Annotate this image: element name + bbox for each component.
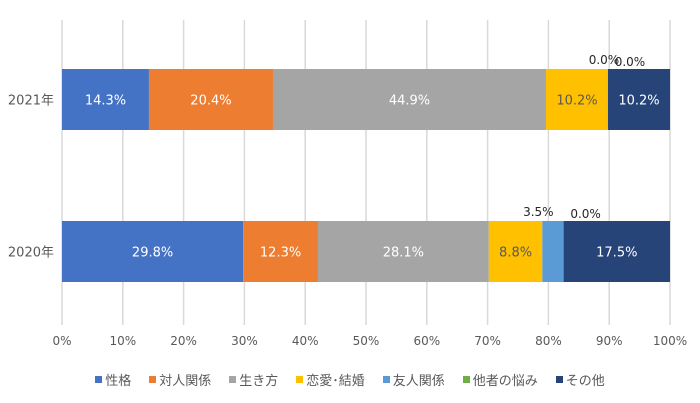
legend-swatch xyxy=(149,376,157,383)
legend-label: 恋愛･結婚 xyxy=(306,374,365,389)
bar-segment xyxy=(545,69,608,130)
legend-swatch xyxy=(462,376,470,383)
bar-segment xyxy=(62,221,244,282)
bar-segment xyxy=(607,69,670,130)
x-tick-label: 40% xyxy=(292,334,319,348)
data-label: 8.8% xyxy=(499,246,532,261)
x-tick-label: 20% xyxy=(170,334,197,348)
plot-area: 0% 10% 20% 30% 40% 50% 60% 70% 80% 90% 100% 2021年 14… xyxy=(8,20,687,348)
data-label: 20.4% xyxy=(190,94,231,109)
legend-item: 他者の悩み xyxy=(462,370,538,389)
data-label: 0.0% xyxy=(589,53,620,67)
legend-label: 生き方 xyxy=(239,374,279,389)
data-label: 29.8% xyxy=(132,246,173,261)
legend-label: その他 xyxy=(565,374,605,389)
x-tick-label: 10% xyxy=(109,334,136,348)
data-label: 44.9% xyxy=(389,94,430,109)
bar-segment xyxy=(243,221,318,282)
legend: 性格 対人関係 生き方 恋愛･結婚 友人関係 他者の悩み その他 xyxy=(0,370,700,389)
bar-segment xyxy=(488,221,543,282)
data-label: 0.0% xyxy=(615,55,646,69)
data-label: 17.5% xyxy=(596,246,637,261)
legend-item: その他 xyxy=(555,370,605,389)
bar-segment xyxy=(563,221,670,282)
data-label: 10.2% xyxy=(618,94,659,109)
legend-swatch xyxy=(555,376,563,383)
legend-item: 生き方 xyxy=(229,370,278,389)
legend-label: 友人関係 xyxy=(392,374,445,389)
data-label: 3.5% xyxy=(523,205,554,219)
legend-swatch xyxy=(95,376,103,383)
x-tick-label: 50% xyxy=(353,334,380,348)
legend-item: 恋愛･結婚 xyxy=(296,370,365,389)
bar-segment xyxy=(317,221,489,282)
legend-swatch xyxy=(229,376,237,383)
x-tick-label: 80% xyxy=(535,334,562,348)
bar-segment xyxy=(542,221,564,282)
x-tick-label: 90% xyxy=(596,334,623,348)
bar-segment xyxy=(62,69,149,130)
legend-swatch xyxy=(296,376,304,383)
data-label: 0.0% xyxy=(570,207,601,221)
legend-item: 対人関係 xyxy=(149,370,211,389)
legend-label: 性格 xyxy=(105,374,132,389)
y-category-label: 2020年 xyxy=(8,246,54,261)
x-tick-label: 0% xyxy=(52,334,71,348)
legend-label: 対人関係 xyxy=(159,374,212,389)
data-label: 12.3% xyxy=(260,246,301,261)
data-label: 10.2% xyxy=(556,94,597,109)
data-label: 14.3% xyxy=(85,94,126,109)
y-category-label: 2021年 xyxy=(8,94,54,109)
legend-item: 性格 xyxy=(95,370,131,389)
bar-segment xyxy=(272,69,546,130)
legend-swatch xyxy=(382,376,390,383)
x-tick-label: 70% xyxy=(474,334,501,348)
x-tick-label: 100% xyxy=(653,334,687,348)
x-tick-label: 30% xyxy=(231,334,258,348)
x-tick-label: 60% xyxy=(413,334,440,348)
bar-segment xyxy=(148,69,273,130)
legend-item: 友人関係 xyxy=(382,370,445,389)
legend-label: 他者の悩み xyxy=(472,374,538,389)
data-label: 28.1% xyxy=(383,246,424,261)
